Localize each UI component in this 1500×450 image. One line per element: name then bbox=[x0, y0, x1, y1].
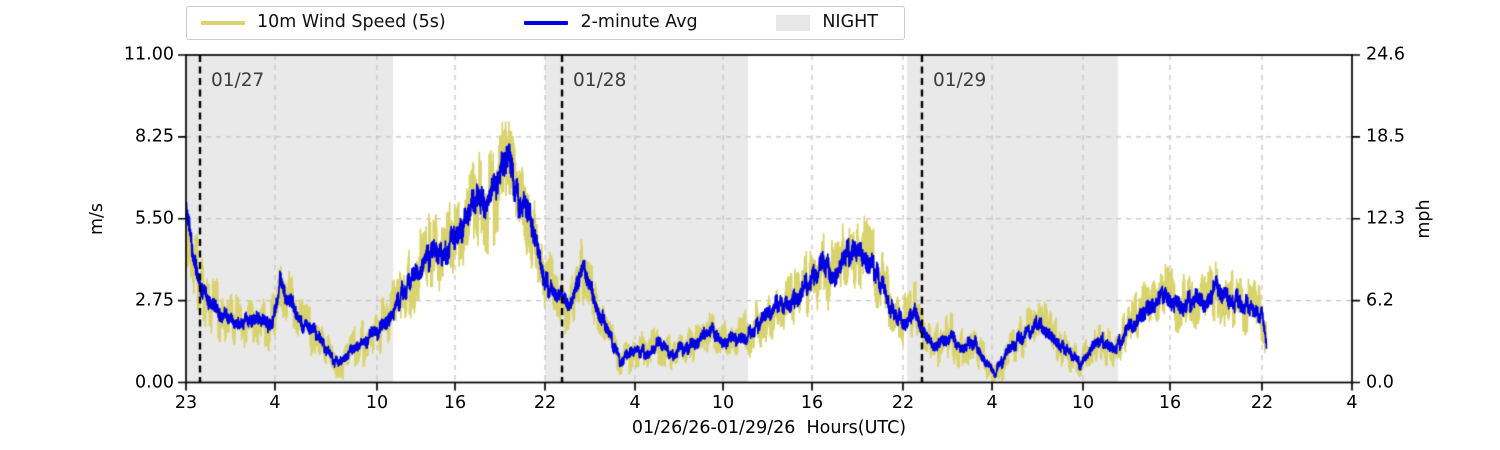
avg-wind-line-swatch bbox=[524, 21, 569, 25]
legend-item-night: NIGHT bbox=[776, 14, 878, 32]
night-patch-swatch bbox=[776, 15, 811, 31]
legend-label-night: NIGHT bbox=[822, 12, 878, 33]
legend-label-raw: 10m Wind Speed (5s) bbox=[257, 12, 446, 33]
legend-item-raw: 10m Wind Speed (5s) bbox=[201, 14, 446, 32]
legend: 10m Wind Speed (5s) 2-minute Avg NIGHT bbox=[186, 6, 905, 40]
legend-label-avg: 2-minute Avg bbox=[580, 12, 698, 33]
legend-item-avg: 2-minute Avg bbox=[524, 12, 698, 33]
raw-wind-line-swatch bbox=[201, 21, 245, 25]
